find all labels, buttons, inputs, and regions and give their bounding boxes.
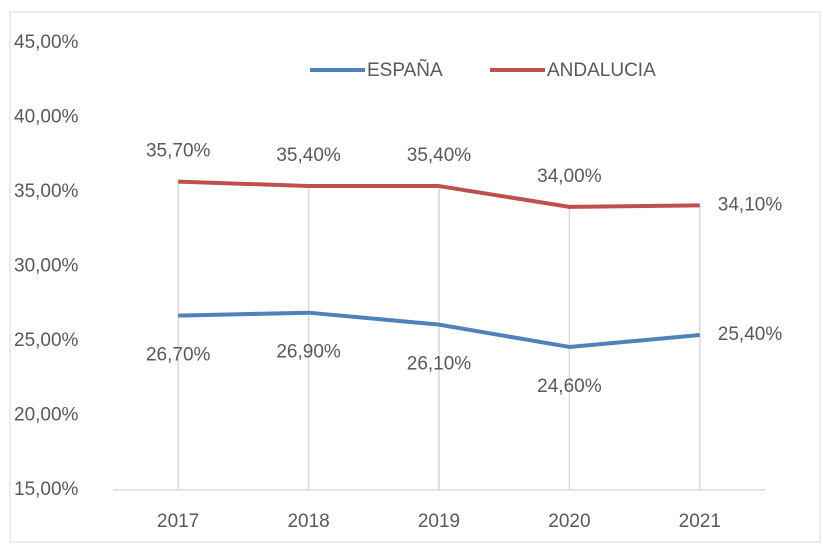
y-tick-label: 35,00% — [14, 181, 79, 202]
data-label: 35,70% — [146, 141, 211, 162]
data-label: 24,60% — [537, 376, 602, 397]
data-label: 35,40% — [276, 145, 341, 166]
series-line — [178, 310, 700, 349]
data-label: 34,00% — [537, 166, 602, 187]
y-tick-label: 45,00% — [14, 32, 79, 53]
series-line — [178, 179, 700, 209]
x-tick-label: 2017 — [157, 511, 199, 532]
data-label: 26,10% — [407, 354, 472, 375]
chart-border — [9, 11, 821, 543]
y-tick-label: 15,00% — [14, 479, 79, 500]
y-tick-label: 30,00% — [14, 256, 79, 277]
x-tick-label: 2020 — [548, 511, 590, 532]
x-tick-label: 2021 — [679, 511, 721, 532]
y-tick-label: 20,00% — [14, 405, 79, 426]
legend-label: ESPAÑA — [367, 59, 443, 81]
data-label: 26,70% — [146, 345, 211, 366]
data-label: 35,40% — [407, 145, 472, 166]
data-label: 25,40% — [718, 324, 783, 345]
legend-label: ANDALUCIA — [547, 60, 656, 81]
y-tick-label: 40,00% — [14, 107, 79, 128]
data-label: 34,10% — [718, 194, 783, 215]
y-tick-label: 25,00% — [14, 330, 79, 351]
x-tick-label: 2019 — [418, 511, 460, 532]
x-tick-label: 2018 — [287, 511, 329, 532]
data-label: 26,90% — [276, 342, 341, 363]
